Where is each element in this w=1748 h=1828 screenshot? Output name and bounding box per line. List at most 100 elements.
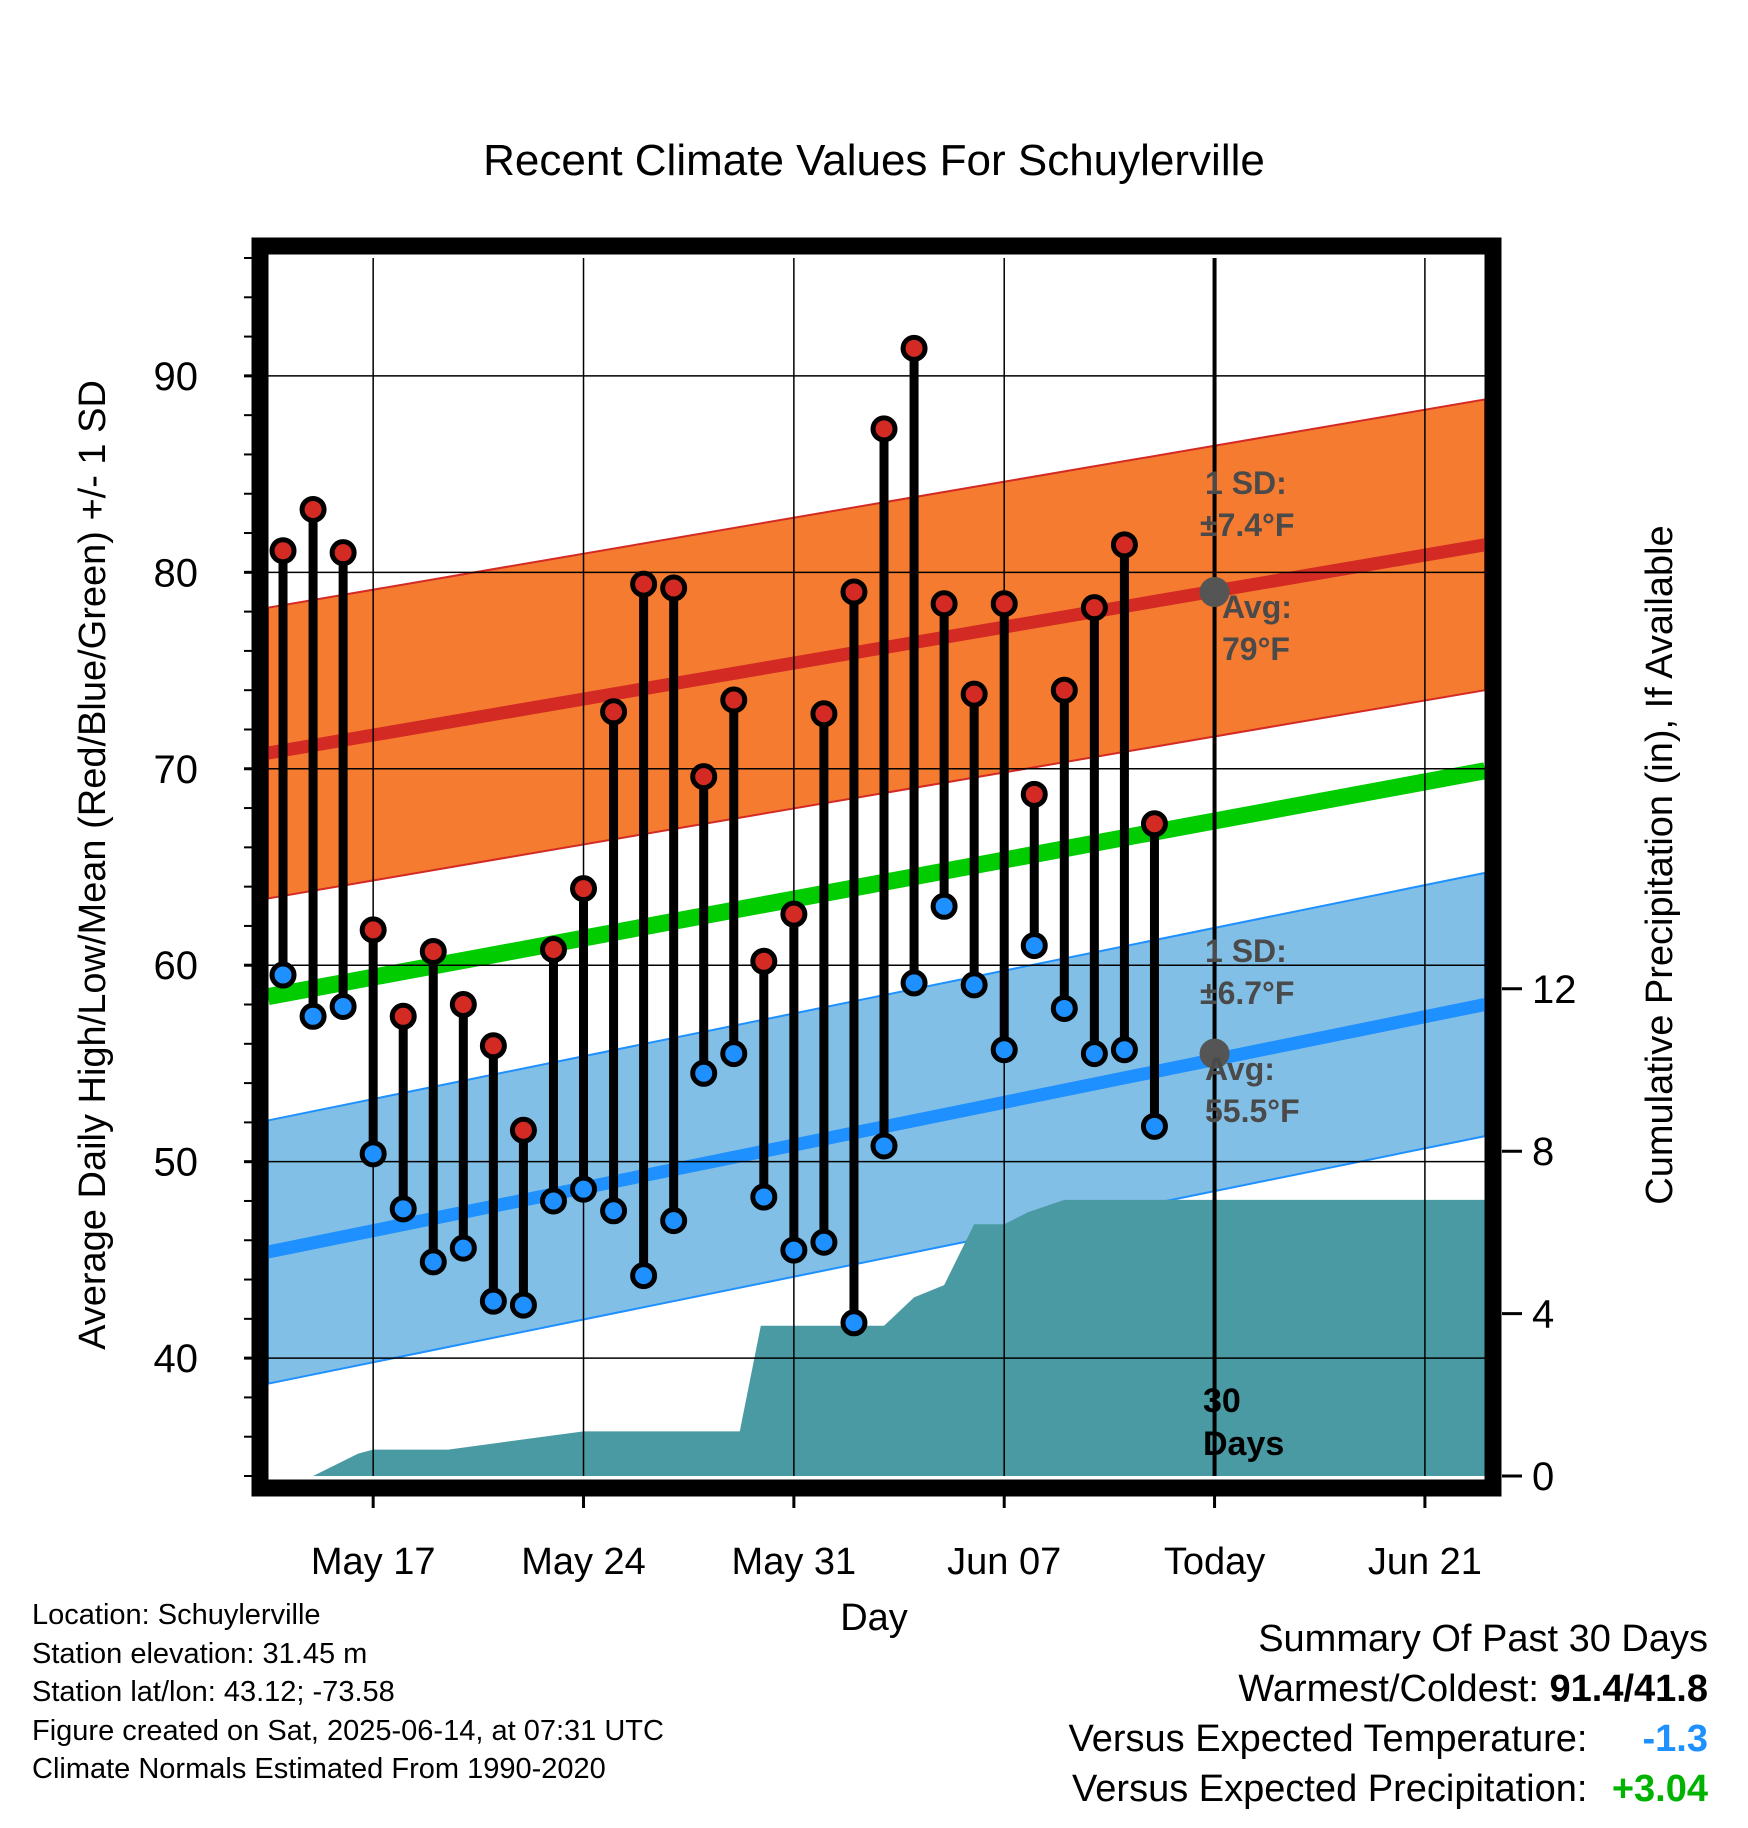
summary-precip: Versus Expected Precipitation: +3.04 — [1069, 1764, 1708, 1814]
daily-high-point — [539, 936, 567, 964]
daily-low-point — [299, 1002, 327, 1030]
daily-low-point — [1020, 932, 1048, 960]
daily-high-point — [720, 686, 748, 714]
precip-area — [268, 1199, 1485, 1476]
x-tick-label: Today — [1164, 1541, 1265, 1583]
daily-low-point — [329, 992, 357, 1020]
today-avg-high-marker — [1199, 576, 1230, 607]
daily-high-point — [479, 1032, 507, 1060]
daily-low-point — [570, 1175, 598, 1203]
precip-anomaly-label: Versus Expected Precipitation: — [1072, 1768, 1588, 1810]
daily-low-point — [810, 1228, 838, 1256]
daily-low-point — [1110, 1036, 1138, 1064]
daily-high-point — [1020, 780, 1048, 808]
normal-high-line — [266, 538, 1487, 760]
daily-high-point — [269, 537, 297, 565]
today-days-label: Days — [1203, 1425, 1284, 1463]
x-tick-label: May 17 — [311, 1541, 436, 1583]
daily-high-point — [990, 590, 1018, 618]
low-sd-value: ±6.7°F — [1200, 975, 1294, 1011]
daily-high-point — [1050, 676, 1078, 704]
temp-anomaly-label: Versus Expected Temperature: — [1068, 1718, 1588, 1760]
y2-tick-label: 0 — [1532, 1455, 1554, 1499]
elevation-text: Station elevation: 31.45 m — [32, 1637, 368, 1670]
warm-cold-label: Warmest/Coldest: — [1238, 1668, 1539, 1710]
y-tick-label: 90 — [154, 355, 199, 399]
daily-low-point — [720, 1040, 748, 1068]
plot-frame — [251, 237, 1502, 1497]
daily-high-point — [329, 539, 357, 567]
y2-axis-label: Cumulative Precipitation (in), If Availa… — [1639, 525, 1681, 1204]
daily-high-point — [660, 574, 688, 602]
daily-low-point — [750, 1183, 778, 1211]
daily-high-point — [900, 334, 928, 362]
y-axis-label: Average Daily High/Low/Mean (Red/Blue/Gr… — [72, 380, 114, 1350]
today-days-count: 30 — [1203, 1382, 1241, 1420]
daily-low-point — [1050, 994, 1078, 1022]
summary-warm-cold: Warmest/Coldest: 91.4/41.8 — [1069, 1664, 1708, 1714]
today-avg-low-marker — [1199, 1038, 1230, 1069]
daily-low-point — [960, 971, 988, 999]
y-tick-label: 70 — [154, 748, 199, 792]
daily-high-point — [359, 916, 387, 944]
daily-high-point — [930, 590, 958, 618]
daily-low-point — [479, 1287, 507, 1315]
latlon-text: Station lat/lon: 43.12; -73.58 — [32, 1676, 395, 1708]
daily-low-point — [870, 1132, 898, 1160]
warm-cold-value: 91.4/41.8 — [1549, 1668, 1708, 1710]
y-tick-label: 60 — [154, 944, 199, 988]
daily-low-point — [660, 1207, 688, 1235]
daily-low-point — [900, 969, 928, 997]
daily-high-point — [570, 875, 598, 903]
daily-low-point — [840, 1309, 868, 1337]
x-tick-label: May 31 — [732, 1541, 857, 1583]
precip-anomaly-value: +3.04 — [1611, 1768, 1708, 1810]
daily-high-point — [1110, 531, 1138, 559]
daily-high-point — [419, 937, 447, 965]
normals-text: Climate Normals Estimated From 1990-2020 — [32, 1753, 606, 1785]
daily-low-point — [359, 1140, 387, 1168]
daily-low-point — [419, 1248, 447, 1276]
daily-high-point — [389, 1002, 417, 1030]
chart-title: Recent Climate Values For Schuylerville — [483, 136, 1265, 185]
daily-low-point — [930, 892, 958, 920]
daily-low-point — [539, 1187, 567, 1215]
y-tick-label: 80 — [154, 551, 199, 595]
daily-high-point — [690, 763, 718, 791]
daily-low-point — [780, 1236, 808, 1264]
normal-low-line — [266, 998, 1487, 1259]
y2-tick-label: 12 — [1532, 968, 1577, 1012]
y-tick-label: 50 — [154, 1141, 199, 1185]
high-sd-value: ±7.4°F — [1200, 507, 1294, 543]
daily-high-point — [870, 415, 898, 443]
high-sd-label: 1 SD: — [1205, 465, 1287, 501]
y2-tick-label: 8 — [1532, 1130, 1554, 1174]
daily-high-point — [780, 900, 808, 928]
x-tick-label: May 24 — [521, 1541, 646, 1583]
daily-high-point — [810, 700, 838, 728]
daily-low-point — [389, 1195, 417, 1223]
daily-high-point — [840, 578, 868, 606]
daily-low-point — [449, 1234, 477, 1262]
daily-low-point — [990, 1036, 1018, 1064]
station-info: Location: Schuylerville Station elevatio… — [32, 1596, 664, 1789]
normal-mean-line — [266, 762, 1487, 1006]
daily-high-point — [299, 495, 327, 523]
daily-high-point — [960, 680, 988, 708]
daily-low-point — [1080, 1040, 1108, 1068]
y2-tick-label: 4 — [1532, 1293, 1554, 1337]
x-tick-label: Jun 07 — [947, 1541, 1061, 1583]
x-axis-label: Day — [840, 1597, 908, 1639]
low-sd-label: 1 SD: — [1205, 933, 1287, 969]
low-avg-label: Avg: — [1205, 1051, 1275, 1087]
daily-high-point — [449, 991, 477, 1019]
daily-high-point — [600, 698, 628, 726]
daily-low-point — [600, 1197, 628, 1225]
temp-anomaly-value: -1.3 — [1642, 1718, 1708, 1760]
y-tick-label: 40 — [154, 1337, 199, 1381]
location-text: Location: Schuylerville — [32, 1599, 321, 1631]
high-avg-value: 79°F — [1222, 631, 1290, 667]
summary-heading: Summary Of Past 30 Days — [1258, 1618, 1708, 1660]
x-tick-label: Jun 21 — [1368, 1541, 1482, 1583]
summary-panel: Summary Of Past 30 Days Warmest/Coldest:… — [1069, 1614, 1708, 1814]
